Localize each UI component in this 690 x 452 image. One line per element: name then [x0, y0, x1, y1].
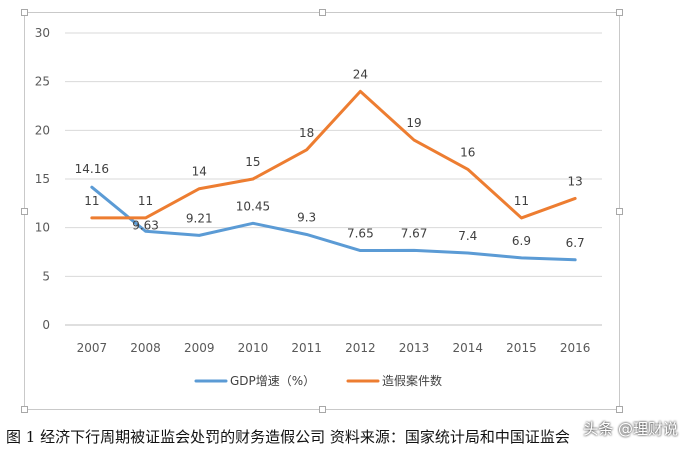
data-label: 6.9	[512, 234, 531, 248]
legend-label: GDP增速（%）	[230, 374, 315, 388]
resize-handle-bottom-center[interactable]	[319, 406, 326, 413]
data-label: 9.63	[132, 218, 159, 232]
data-label: 18	[299, 126, 314, 140]
data-label: 13	[568, 174, 583, 188]
x-tick-label: 2013	[399, 341, 430, 355]
x-tick-label: 2016	[560, 341, 591, 355]
resize-handle-top-right[interactable]	[616, 9, 623, 16]
resize-handle-top-left[interactable]	[21, 9, 28, 16]
resize-handle-bottom-left[interactable]	[21, 406, 28, 413]
data-label: 9.3	[297, 210, 316, 224]
data-label: 15	[245, 155, 260, 169]
x-tick-label: 2014	[452, 341, 483, 355]
data-label: 11	[84, 194, 99, 208]
y-tick-label: 20	[35, 123, 50, 137]
series-line-fraud-cases	[90, 89, 577, 220]
watermark: 头条 @理财说	[583, 420, 678, 438]
data-label: 24	[353, 67, 368, 81]
resize-handle-middle-left[interactable]	[21, 208, 28, 215]
x-tick-label: 2010	[238, 341, 269, 355]
figure-caption: 图 1 经济下行周期被证监会处罚的财务造假公司 资料来源：国家统计局和中国证监会	[6, 428, 570, 446]
data-label: 19	[406, 116, 421, 130]
x-tick-label: 2009	[184, 341, 215, 355]
data-label: 11	[514, 194, 529, 208]
x-tick-label: 2007	[77, 341, 108, 355]
x-tick-label: 2011	[291, 341, 322, 355]
chart-frame[interactable]	[21, 9, 623, 413]
x-tick-label: 2008	[130, 341, 161, 355]
data-label: 7.67	[401, 226, 428, 240]
data-label: 9.21	[186, 211, 213, 225]
x-tick-label: 2012	[345, 341, 376, 355]
data-label: 14	[192, 165, 207, 179]
y-tick-label: 15	[35, 172, 50, 186]
y-tick-label: 30	[35, 26, 50, 40]
data-label: 14.16	[75, 162, 109, 176]
resize-handle-top-center[interactable]	[319, 9, 326, 16]
legend-label: 造假案件数	[382, 373, 442, 388]
resize-handle-middle-right[interactable]	[616, 208, 623, 215]
y-tick-label: 5	[42, 269, 50, 283]
x-tick-label: 2015	[506, 341, 537, 355]
data-label: 7.4	[458, 229, 477, 243]
y-tick-label: 25	[35, 75, 50, 89]
data-label: 16	[460, 145, 475, 159]
data-label: 10.45	[236, 199, 270, 213]
resize-handle-bottom-right[interactable]	[616, 406, 623, 413]
data-label: 11	[138, 194, 153, 208]
data-label: 6.7	[566, 236, 585, 250]
y-tick-label: 10	[35, 221, 50, 235]
y-tick-label: 0	[42, 318, 50, 332]
series-line-gdp	[90, 185, 577, 262]
data-label: 7.65	[347, 227, 374, 241]
